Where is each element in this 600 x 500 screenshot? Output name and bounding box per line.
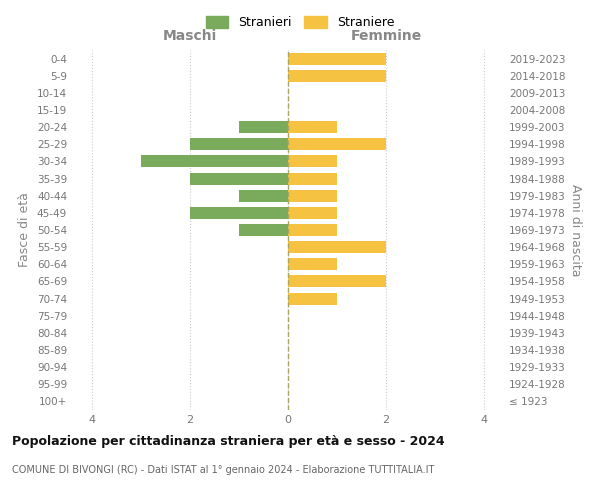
Bar (288, 292, 337, 304)
Text: COMUNE DI BIVONGI (RC) - Dati ISTAT al 1° gennaio 2024 - Elaborazione TUTTITALIA: COMUNE DI BIVONGI (RC) - Dati ISTAT al 1… (12, 465, 434, 475)
Bar (288, 224, 337, 236)
Bar (288, 276, 386, 287)
Bar (239, 224, 288, 236)
Bar (288, 156, 337, 168)
Bar (239, 121, 288, 133)
Bar (288, 52, 386, 64)
Bar (288, 172, 337, 184)
Bar (288, 207, 337, 219)
Bar (190, 138, 288, 150)
Bar (288, 121, 337, 133)
Bar (141, 156, 288, 168)
Bar (190, 172, 288, 184)
Y-axis label: Fasce di età: Fasce di età (19, 192, 31, 268)
Bar (239, 190, 288, 202)
Bar (288, 241, 386, 253)
Text: Popolazione per cittadinanza straniera per età e sesso - 2024: Popolazione per cittadinanza straniera p… (12, 435, 445, 448)
Bar (288, 138, 386, 150)
Legend: Stranieri, Straniere: Stranieri, Straniere (201, 11, 399, 34)
Bar (288, 190, 337, 202)
Text: Femmine: Femmine (350, 29, 422, 43)
Bar (190, 207, 288, 219)
Y-axis label: Anni di nascita: Anni di nascita (569, 184, 582, 276)
Text: Maschi: Maschi (163, 29, 217, 43)
Bar (288, 70, 386, 82)
Bar (288, 258, 337, 270)
